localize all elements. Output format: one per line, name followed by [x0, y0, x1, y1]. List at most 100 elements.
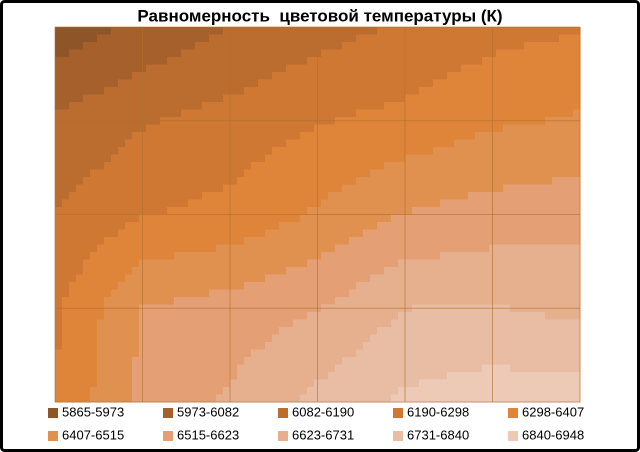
contour-cell — [195, 27, 203, 36]
contour-cell — [391, 327, 399, 336]
contour-cell — [209, 154, 217, 163]
contour-cell — [342, 162, 350, 171]
contour-cell — [426, 289, 434, 298]
contour-cell — [83, 387, 91, 396]
contour-cell — [265, 72, 273, 81]
contour-cell — [286, 312, 294, 321]
contour-cell — [230, 57, 238, 66]
contour-cell — [223, 364, 231, 373]
contour-cell — [181, 312, 189, 321]
contour-cell — [132, 169, 140, 178]
contour-cell — [475, 282, 483, 291]
contour-cell — [384, 267, 392, 276]
contour-cell — [419, 124, 427, 133]
contour-cell — [363, 282, 371, 291]
contour-cell — [279, 267, 287, 276]
contour-cell — [300, 379, 308, 388]
contour-cell — [146, 132, 154, 141]
contour-cell — [153, 42, 161, 51]
contour-cell — [258, 289, 266, 298]
contour-cell — [566, 319, 574, 328]
contour-cell — [433, 274, 441, 283]
contour-cell — [132, 274, 140, 283]
contour-cell — [531, 72, 539, 81]
contour-cell — [468, 349, 476, 358]
contour-cell — [62, 342, 70, 351]
contour-cell — [384, 199, 392, 208]
contour-cell — [349, 124, 357, 133]
contour-cell — [153, 214, 161, 223]
contour-cell — [482, 169, 490, 178]
contour-cell — [62, 199, 70, 208]
contour-cell — [216, 222, 224, 231]
contour-cell — [237, 214, 245, 223]
contour-cell — [188, 364, 196, 373]
contour-cell — [433, 297, 441, 306]
contour-cell — [391, 274, 399, 283]
contour-cell — [510, 147, 518, 156]
contour-cell — [279, 342, 287, 351]
contour-cell — [461, 184, 469, 193]
contour-cell — [69, 177, 77, 186]
contour-cell — [335, 214, 343, 223]
contour-cell — [181, 94, 189, 103]
contour-cell — [496, 387, 504, 396]
contour-cell — [531, 252, 539, 261]
contour-cell — [111, 387, 119, 396]
contour-cell — [209, 177, 217, 186]
contour-cell — [552, 102, 560, 111]
contour-cell — [300, 267, 308, 276]
contour-cell — [244, 94, 252, 103]
contour-cell — [468, 312, 476, 321]
contour-cell — [468, 334, 476, 343]
contour-cell — [111, 192, 119, 201]
contour-cell — [363, 34, 371, 43]
contour-cell — [216, 364, 224, 373]
contour-cell — [230, 334, 238, 343]
contour-cell — [258, 297, 266, 306]
contour-cell — [279, 229, 287, 238]
contour-cell — [55, 72, 63, 81]
contour-cell — [342, 184, 350, 193]
contour-cell — [153, 139, 161, 148]
contour-cell — [503, 372, 511, 381]
contour-cell — [286, 64, 294, 73]
contour-cell — [223, 297, 231, 306]
contour-cell — [118, 27, 126, 36]
contour-cell — [503, 327, 511, 336]
contour-cell — [300, 64, 308, 73]
contour-cell — [97, 387, 105, 396]
contour-cell — [216, 297, 224, 306]
contour-cell — [356, 282, 364, 291]
contour-cell — [447, 379, 455, 388]
contour-cell — [328, 207, 336, 216]
contour-cell — [174, 34, 182, 43]
contour-cell — [125, 229, 133, 238]
contour-cell — [377, 79, 385, 88]
contour-cell — [321, 169, 329, 178]
contour-cell — [69, 154, 77, 163]
contour-cell — [440, 259, 448, 268]
contour-cell — [286, 162, 294, 171]
contour-cell — [251, 282, 259, 291]
contour-cell — [468, 169, 476, 178]
contour-cell — [475, 267, 483, 276]
contour-cell — [419, 57, 427, 66]
contour-cell — [321, 244, 329, 253]
contour-cell — [90, 334, 98, 343]
contour-cell — [412, 274, 420, 283]
contour-cell — [461, 237, 469, 246]
contour-cell — [433, 124, 441, 133]
contour-cell — [125, 207, 133, 216]
contour-cell — [104, 252, 112, 261]
contour-cell — [426, 139, 434, 148]
contour-cell — [244, 64, 252, 73]
contour-cell — [216, 387, 224, 396]
contour-cell — [279, 169, 287, 178]
contour-cell — [538, 259, 546, 268]
contour-cell — [258, 102, 266, 111]
contour-cell — [97, 319, 105, 328]
contour-cell — [363, 177, 371, 186]
contour-cell — [132, 154, 140, 163]
contour-cell — [62, 124, 70, 133]
